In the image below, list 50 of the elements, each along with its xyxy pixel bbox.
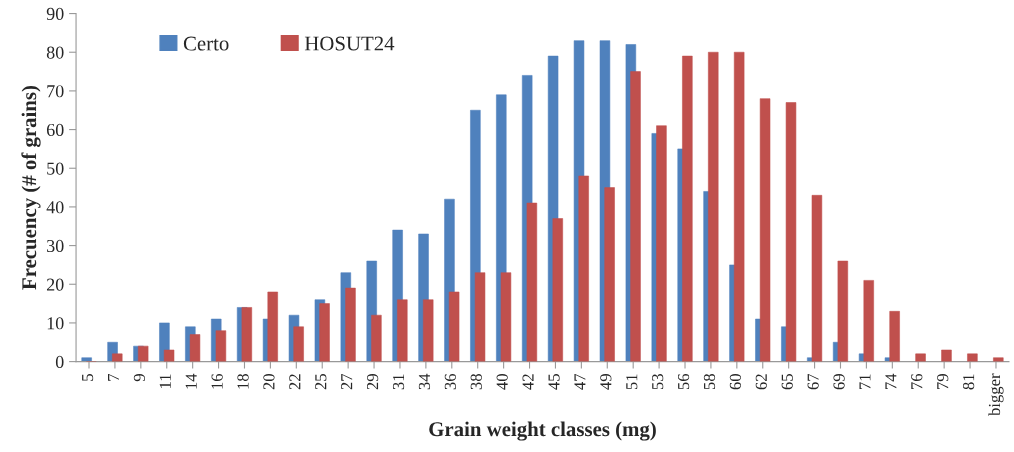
- x-tick-label: 69: [833, 374, 845, 390]
- x-tick-label: 7: [108, 373, 119, 381]
- x-tick-label: 22: [289, 374, 301, 390]
- x-tick-label: 60: [729, 374, 742, 390]
- x-tick-label: 76: [911, 373, 923, 389]
- x-tick-label: bigger: [988, 373, 1004, 416]
- x-tick-label: 27: [341, 373, 353, 390]
- x-tick-label: 71: [859, 374, 871, 389]
- x-tick-label: 18: [237, 374, 249, 389]
- x-tick-label: 11: [159, 374, 171, 388]
- x-tick-label: 9: [133, 374, 146, 382]
- x-tick-label: 79: [937, 374, 949, 389]
- x-tick-label: 62: [755, 374, 767, 390]
- y-tick-label: 80: [46, 46, 64, 59]
- x-tick-label: 38: [470, 374, 482, 390]
- x-tick-label: 81: [962, 374, 975, 390]
- x-tick-label: 36: [444, 373, 456, 390]
- x-tick-label: 42: [522, 374, 534, 390]
- x-tick-label: 53: [652, 374, 664, 390]
- y-tick-label: 30: [47, 239, 64, 253]
- y-axis-title: Frecuency (# of grains): [21, 85, 41, 290]
- x-tick-label: 31: [392, 374, 405, 390]
- x-tick-label: 5: [82, 374, 94, 381]
- y-tick-label: 0: [55, 355, 64, 369]
- x-axis-title: Grain weight classes (mg): [429, 421, 656, 441]
- y-tick-label: 60: [46, 123, 64, 137]
- y-tick-label: 70: [47, 85, 64, 98]
- x-tick-label: 40: [496, 374, 508, 390]
- legend-label: Certo: [183, 36, 229, 51]
- y-tick-label: 50: [47, 162, 64, 175]
- x-tick-label: 16: [211, 373, 223, 389]
- x-tick-label: 34: [418, 373, 431, 390]
- legend-label: HOSUT24: [304, 36, 395, 51]
- y-tick-label: 40: [46, 201, 64, 214]
- x-tick-label: 25: [315, 374, 327, 390]
- x-tick-label: 74: [885, 373, 897, 389]
- x-tick-label: 58: [703, 374, 716, 390]
- x-tick-label: 65: [781, 374, 793, 390]
- x-tick-label: 20: [263, 374, 275, 390]
- y-tick-label: 90: [46, 7, 64, 20]
- x-tick-label: 45: [548, 374, 560, 390]
- x-tick-label: 47: [574, 373, 586, 390]
- x-tick-label: 29: [367, 374, 379, 390]
- x-tick-label: 56: [677, 373, 690, 390]
- y-tick-label: 20: [46, 278, 64, 291]
- x-tick-label: 51: [626, 374, 638, 390]
- x-tick-label: 67: [807, 373, 819, 390]
- x-tick-label: 14: [185, 373, 197, 389]
- y-tick-label: 10: [47, 317, 64, 330]
- x-tick-label: 49: [600, 374, 612, 390]
